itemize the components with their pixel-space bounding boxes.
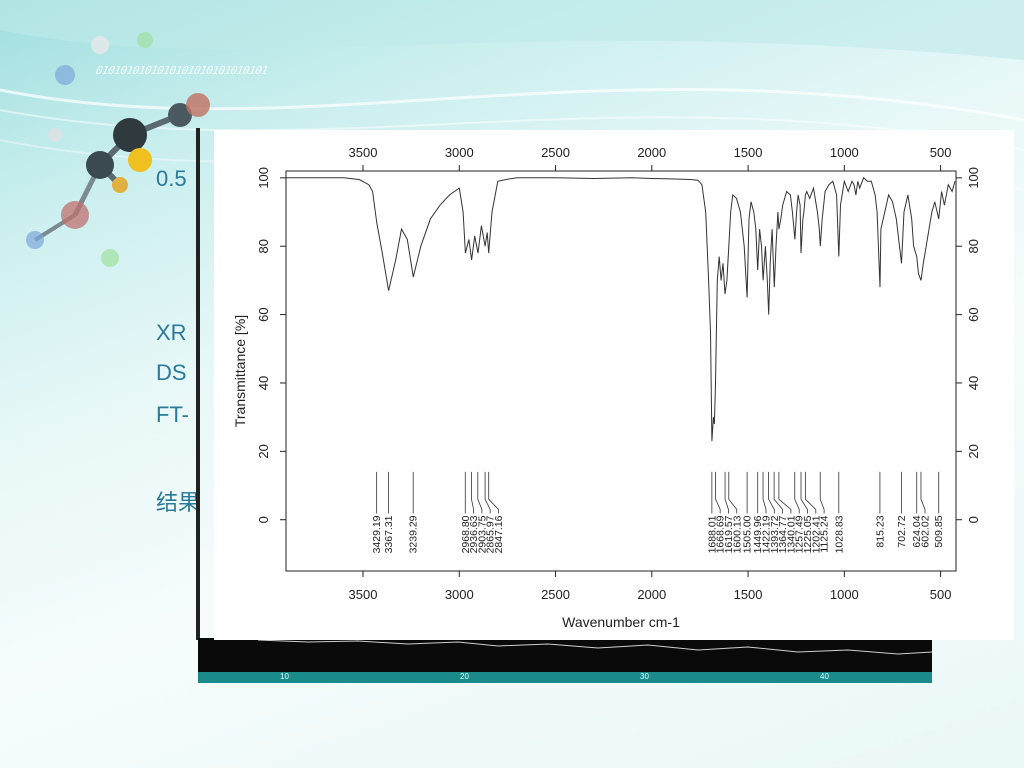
peak-label: 624.04 (911, 515, 923, 547)
peak-marker-line (804, 471, 817, 514)
peak-label: 815.23 (874, 515, 886, 547)
ftir-spectrum-chart: 3500 3000 2500 2000 1500 1000 500 3500 3000 2500… (232, 145, 981, 630)
y-tick-label-right: 0 (966, 516, 981, 523)
peak-label: 2968.80 (460, 515, 472, 553)
plot-frame (285, 170, 957, 572)
peak-label: 2936.63 (468, 515, 480, 553)
peak-label: 3429.19 (371, 515, 383, 553)
y-tick-label: 20 (256, 444, 271, 458)
peak-label: 1202.41 (810, 515, 822, 553)
xrd-axis-tick: 40 (820, 672, 829, 681)
peak-label: 509.85 (933, 515, 945, 547)
y-tick-label-right: 40 (966, 376, 981, 390)
peak-label: 1364.77 (777, 515, 789, 553)
x-tick-label: 2000 (637, 587, 666, 602)
x-tick-label: 3500 (349, 587, 378, 602)
peak-marker-line (819, 471, 825, 514)
y-tick-label: 80 (256, 239, 271, 253)
y-tick-label-right: 80 (966, 239, 981, 253)
slide-text-fragment: FT- (156, 402, 189, 427)
peak-marker-line (794, 471, 800, 514)
xrd-axis-tick: 10 (280, 672, 289, 681)
y-tick-label: 40 (256, 376, 271, 390)
peak-label: 3239.29 (408, 515, 420, 553)
xrd-axis-strip: 10 20 30 40 (198, 672, 932, 683)
peak-label: 2903.75 (476, 515, 488, 553)
binary-decoration-text: 0101010101010101010101010101 (94, 64, 269, 77)
peak-label: 1125.24 (819, 515, 831, 552)
peak-label: 1505.00 (742, 515, 754, 553)
y-tick-label: 60 (256, 307, 271, 321)
xrd-axis-tick: 20 (460, 672, 469, 681)
slide-text-fragment: 0.5 (156, 166, 187, 191)
molecule-logo (26, 32, 210, 267)
x-tick-label-top: 1000 (830, 145, 859, 160)
peak-label: 1619.57 (723, 515, 735, 553)
peak-label: 1340.01 (785, 515, 797, 553)
peak-label: 2865.97 (485, 515, 497, 553)
peak-marker-line (477, 471, 483, 514)
ftir-chart-panel: 3500 3000 2500 2000 1500 1000 500 3500 3000 2500… (214, 130, 1014, 640)
peak-label: 1393.72 (769, 515, 781, 553)
x-tick-label: 2500 (541, 587, 570, 602)
peak-label: 1422.19 (761, 515, 773, 553)
peak-label: 702.72 (896, 515, 908, 547)
peak-label: 3367.31 (383, 515, 395, 553)
slide-text-fragment: XR (156, 320, 187, 345)
xrd-pattern-strip (198, 638, 933, 672)
slide-text-fragment: DS (156, 360, 187, 385)
x-tick-label-top: 3000 (445, 145, 474, 160)
x-tick-label-top: 2500 (541, 145, 570, 160)
y-tick-label: 100 (256, 167, 271, 189)
peak-label: 1449.96 (752, 515, 764, 553)
y-axis-label: Transmittance [%] (232, 315, 248, 427)
y-tick-label: 0 (256, 516, 271, 523)
x-tick-label: 500 (930, 587, 952, 602)
slide-text-fragment: 结果 (156, 490, 201, 515)
y-tick-label-right: 60 (966, 307, 981, 321)
x-tick-label-top: 3500 (349, 145, 378, 160)
xrd-axis-tick: 30 (640, 672, 649, 681)
x-tick-label: 1500 (734, 587, 763, 602)
x-tick-label: 1000 (830, 587, 859, 602)
peak-marker-line (724, 471, 729, 514)
peak-label: 1225.05 (802, 515, 814, 553)
peak-label: 1600.13 (731, 515, 743, 553)
peak-label: 1668.69 (715, 515, 727, 553)
y-tick-label-right: 100 (966, 167, 981, 189)
peak-label: 1688.01 (706, 515, 718, 553)
peak-label: 602.02 (920, 515, 932, 547)
peak-label: 1028.83 (833, 515, 845, 553)
peak-marker-line (778, 471, 792, 514)
peak-marker-line (773, 471, 784, 514)
peak-marker-line (715, 471, 721, 514)
peak-marker-line (800, 471, 808, 514)
x-tick-label-top: 500 (930, 145, 952, 160)
peak-label: 1257.49 (794, 515, 806, 553)
peak-marker-line (762, 471, 767, 514)
x-axis-label: Wavenumber cm-1 (562, 614, 680, 630)
x-tick-label: 3000 (445, 587, 474, 602)
underlying-image-border (196, 128, 200, 640)
peak-marker-line (471, 471, 474, 514)
x-tick-label-top: 1500 (734, 145, 763, 160)
peak-marker-line (768, 471, 775, 514)
peak-label: 2847.16 (493, 515, 505, 553)
peak-marker-line (488, 471, 499, 514)
peak-marker-line (484, 471, 491, 514)
peak-marker-line (728, 471, 738, 514)
y-tick-label-right: 20 (966, 444, 981, 458)
peak-marker-line (920, 471, 926, 514)
spectrum-line (286, 176, 956, 442)
x-tick-label-top: 2000 (637, 145, 666, 160)
